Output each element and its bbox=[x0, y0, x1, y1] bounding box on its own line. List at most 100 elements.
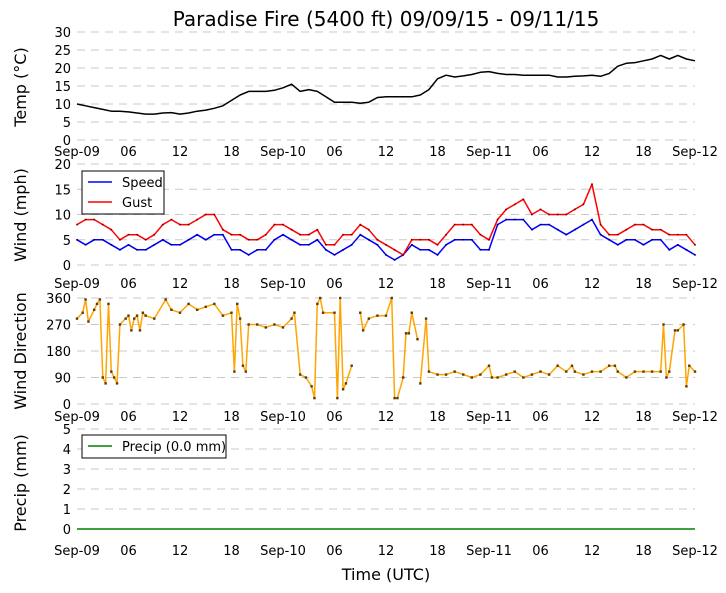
data-point bbox=[162, 238, 164, 241]
x-tick-label: 12 bbox=[378, 410, 395, 425]
data-point bbox=[436, 254, 439, 256]
legend-box bbox=[81, 170, 165, 215]
data-point bbox=[204, 305, 207, 309]
y-tick-label: 5 bbox=[63, 116, 71, 131]
data-point bbox=[582, 373, 585, 376]
data-point bbox=[590, 370, 594, 373]
x-tick-label: Sep-11 bbox=[466, 277, 512, 292]
x-tick-label: 18 bbox=[635, 410, 652, 425]
x-tick-label: 06 bbox=[326, 145, 343, 160]
data-point bbox=[153, 244, 156, 246]
data-point bbox=[127, 314, 130, 317]
data-point bbox=[282, 233, 284, 236]
data-point bbox=[304, 376, 308, 379]
data-point bbox=[204, 213, 207, 216]
data-point bbox=[361, 329, 365, 332]
data-point bbox=[75, 317, 79, 320]
data-point bbox=[539, 223, 542, 226]
x-tick-label: Sep-11 bbox=[466, 145, 512, 160]
data-point bbox=[616, 244, 619, 246]
data-point bbox=[135, 314, 139, 317]
legend-box bbox=[81, 434, 227, 459]
data-point bbox=[625, 238, 628, 241]
data-point bbox=[119, 249, 121, 251]
data-point bbox=[694, 244, 696, 246]
data-point bbox=[407, 332, 411, 335]
data-point bbox=[668, 233, 671, 236]
data-point bbox=[651, 228, 653, 231]
x-tick-label: Sep-10 bbox=[260, 277, 306, 292]
data-point bbox=[625, 228, 628, 231]
data-point bbox=[384, 314, 388, 317]
x-tick-label: Sep-10 bbox=[260, 544, 306, 559]
data-point bbox=[471, 238, 473, 241]
data-point bbox=[462, 238, 465, 241]
x-tick-label: 06 bbox=[326, 544, 343, 559]
y-tick-label: 15 bbox=[54, 183, 71, 198]
data-point bbox=[187, 302, 190, 306]
data-point bbox=[170, 308, 173, 311]
x-tick-label: 06 bbox=[120, 544, 137, 559]
data-point bbox=[230, 233, 233, 236]
data-point bbox=[342, 249, 344, 251]
data-point bbox=[634, 223, 636, 226]
data-point bbox=[599, 223, 602, 226]
x-tick-label: 12 bbox=[172, 145, 189, 160]
data-point bbox=[616, 370, 619, 373]
data-point bbox=[333, 244, 336, 246]
y-tick-label: 30 bbox=[54, 26, 71, 41]
data-point bbox=[222, 233, 224, 236]
y-tick-label: 20 bbox=[54, 158, 71, 173]
data-point bbox=[410, 244, 413, 246]
y-tick-label: 180 bbox=[46, 345, 71, 360]
y-tick-label: 15 bbox=[54, 80, 71, 95]
data-point bbox=[239, 233, 241, 236]
data-point bbox=[241, 364, 245, 367]
x-tick-label: 12 bbox=[172, 277, 189, 292]
data-point bbox=[341, 388, 345, 391]
x-tick-label: Sep-10 bbox=[260, 145, 306, 160]
x-tick-label: 12 bbox=[378, 145, 395, 160]
data-point bbox=[642, 370, 645, 373]
data-point bbox=[187, 238, 190, 241]
x-tick-label: 06 bbox=[532, 410, 549, 425]
data-point bbox=[290, 228, 293, 231]
data-point bbox=[76, 223, 78, 226]
data-point bbox=[313, 396, 316, 400]
data-point bbox=[513, 203, 516, 206]
data-point bbox=[547, 373, 551, 376]
data-point bbox=[316, 238, 319, 241]
data-point bbox=[213, 302, 216, 306]
data-point bbox=[162, 223, 164, 226]
data-point bbox=[93, 238, 95, 241]
data-point bbox=[662, 323, 665, 326]
data-point bbox=[385, 254, 387, 256]
data-point bbox=[130, 329, 133, 332]
data-point bbox=[376, 238, 379, 241]
data-point bbox=[247, 323, 250, 326]
x-tick-label: Sep-09 bbox=[54, 145, 100, 160]
data-point bbox=[339, 296, 342, 300]
x-tick-label: 18 bbox=[223, 145, 240, 160]
data-point bbox=[659, 370, 662, 373]
series-line-wind-direction bbox=[419, 317, 696, 388]
x-tick-label: 06 bbox=[532, 145, 549, 160]
data-point bbox=[496, 223, 499, 226]
data-point bbox=[651, 238, 653, 241]
data-point bbox=[144, 249, 147, 251]
data-point bbox=[396, 396, 399, 400]
data-point bbox=[419, 238, 422, 241]
data-point bbox=[668, 249, 671, 251]
data-point bbox=[453, 223, 456, 226]
data-point bbox=[359, 233, 362, 236]
data-point bbox=[427, 370, 431, 373]
data-point bbox=[118, 323, 122, 326]
data-point bbox=[76, 238, 78, 241]
data-point bbox=[273, 238, 276, 241]
data-point bbox=[127, 244, 130, 246]
y-tick-label: 25 bbox=[54, 44, 71, 59]
data-point bbox=[110, 228, 113, 231]
x-tick-label: 06 bbox=[326, 410, 343, 425]
data-point bbox=[298, 373, 302, 376]
